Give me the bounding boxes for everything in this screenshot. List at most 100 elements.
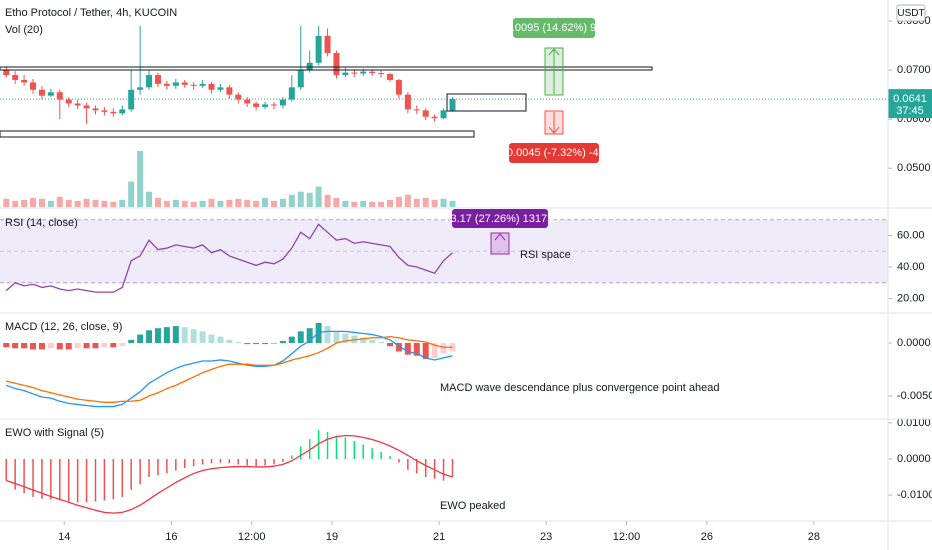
- symbol-title: Etho Protocol / Tether, 4h, KUCOIN: [5, 7, 177, 19]
- volume-bar: [21, 199, 28, 207]
- macd-signal-line: [6, 336, 453, 403]
- y-tick-label: 0.0000: [897, 453, 931, 465]
- y-tick-label: 0.0700: [897, 64, 931, 76]
- candle-body: [262, 104, 269, 107]
- countdown-label: 37:45: [896, 105, 924, 117]
- long-label-bg: [513, 18, 595, 38]
- macd-histogram-bar: [181, 327, 188, 344]
- candle-body: [217, 87, 224, 90]
- candle-body: [3, 70, 10, 76]
- volume-bar: [226, 199, 233, 207]
- volume-bar: [3, 198, 10, 207]
- volume-bar: [431, 199, 438, 207]
- macd-histogram-bar: [92, 343, 99, 349]
- volume-title: Vol (20): [5, 24, 43, 36]
- volume-bar: [163, 200, 170, 207]
- resistance-box: [0, 66, 653, 71]
- macd-histogram-bar: [146, 330, 153, 344]
- candle-body: [199, 83, 206, 86]
- volume-bar: [101, 200, 108, 207]
- volume-bar: [47, 200, 54, 207]
- volume-bar: [333, 197, 340, 207]
- macd-histogram-bar: [217, 336, 224, 344]
- currency-label[interactable]: USDT: [897, 8, 924, 19]
- candle-body: [30, 82, 37, 90]
- candle-body: [404, 94, 411, 110]
- candle-body: [154, 75, 161, 84]
- currency-box[interactable]: [896, 4, 926, 22]
- rsi-measure-arrow: [494, 233, 506, 241]
- candle-body: [101, 110, 108, 112]
- volume-bar: [387, 199, 394, 207]
- candle-body: [369, 71, 376, 74]
- volume-bar: [172, 199, 179, 207]
- macd-histogram-bar: [47, 343, 54, 349]
- volume-bar: [360, 200, 367, 207]
- macd-histogram-bar: [163, 327, 170, 344]
- candle-body: [83, 105, 90, 109]
- candle-body: [351, 72, 358, 74]
- x-tick-label: 14: [58, 531, 70, 543]
- macd-histogram-bar: [333, 331, 340, 344]
- macd-histogram-bar: [110, 343, 117, 348]
- y-tick-label: 40.00: [897, 261, 925, 273]
- volume-bar: [315, 186, 322, 207]
- macd-histogram-bar: [270, 343, 277, 344]
- candle-body: [137, 87, 144, 90]
- x-tick-label: 23: [540, 531, 552, 543]
- macd-histogram-bar: [226, 339, 233, 344]
- long-arrow-head: [548, 48, 560, 56]
- candle-body: [226, 87, 233, 95]
- last-price-tag: [888, 89, 932, 119]
- candle-body: [440, 110, 447, 119]
- candle-body: [21, 79, 28, 83]
- candle-body: [413, 109, 420, 111]
- rsi-measure-box: [490, 232, 510, 255]
- macd-histogram-bar: [387, 343, 394, 347]
- volume-bar: [378, 201, 385, 207]
- macd-histogram-bar: [279, 340, 286, 344]
- macd-histogram-bar: [342, 333, 349, 344]
- y-tick-label: -0.0050: [897, 390, 932, 402]
- volume-bar: [199, 200, 206, 207]
- macd-histogram-bar: [288, 336, 295, 344]
- candle-body: [315, 35, 322, 63]
- candle-body: [235, 94, 242, 100]
- rsi-measure-bg: [452, 209, 548, 228]
- volume-bar: [65, 199, 72, 207]
- volume-bar: [270, 200, 277, 207]
- volume-bar: [38, 198, 45, 207]
- macd-histogram-bar: [208, 334, 215, 344]
- volume-bar: [288, 194, 295, 207]
- x-tick-label: 21: [433, 531, 445, 543]
- macd-histogram-bar: [56, 343, 63, 350]
- macd-histogram-bar: [244, 343, 251, 345]
- short-label: -0.0045 (-7.32%) -45: [503, 147, 605, 159]
- y-tick-label: 20.00: [897, 292, 925, 304]
- macd-histogram-bar: [65, 343, 72, 350]
- candle-body: [378, 73, 385, 75]
- macd-histogram-bar: [297, 331, 304, 344]
- volume-bar: [110, 201, 117, 207]
- y-tick-label: 0.0100: [897, 417, 931, 429]
- x-tick-label: 16: [165, 531, 177, 543]
- volume-bar: [422, 197, 429, 207]
- candle-body: [422, 110, 429, 117]
- macd-histogram-bar: [137, 334, 144, 344]
- volume-bar: [413, 198, 420, 207]
- candle-body: [360, 71, 367, 74]
- candle-body: [56, 92, 63, 100]
- y-tick-label: 60.00: [897, 229, 925, 241]
- macd-histogram-bar: [306, 328, 313, 344]
- volume-bar: [253, 200, 260, 207]
- volume-bar: [92, 199, 99, 207]
- volume-bar: [119, 199, 126, 207]
- volume-bar: [56, 196, 63, 207]
- macd-histogram-bar: [422, 343, 429, 359]
- candle-body: [92, 108, 99, 111]
- macd-histogram-bar: [101, 343, 108, 348]
- macd-histogram-bar: [404, 343, 411, 355]
- candle-body: [181, 82, 188, 85]
- candle-body: [253, 103, 260, 107]
